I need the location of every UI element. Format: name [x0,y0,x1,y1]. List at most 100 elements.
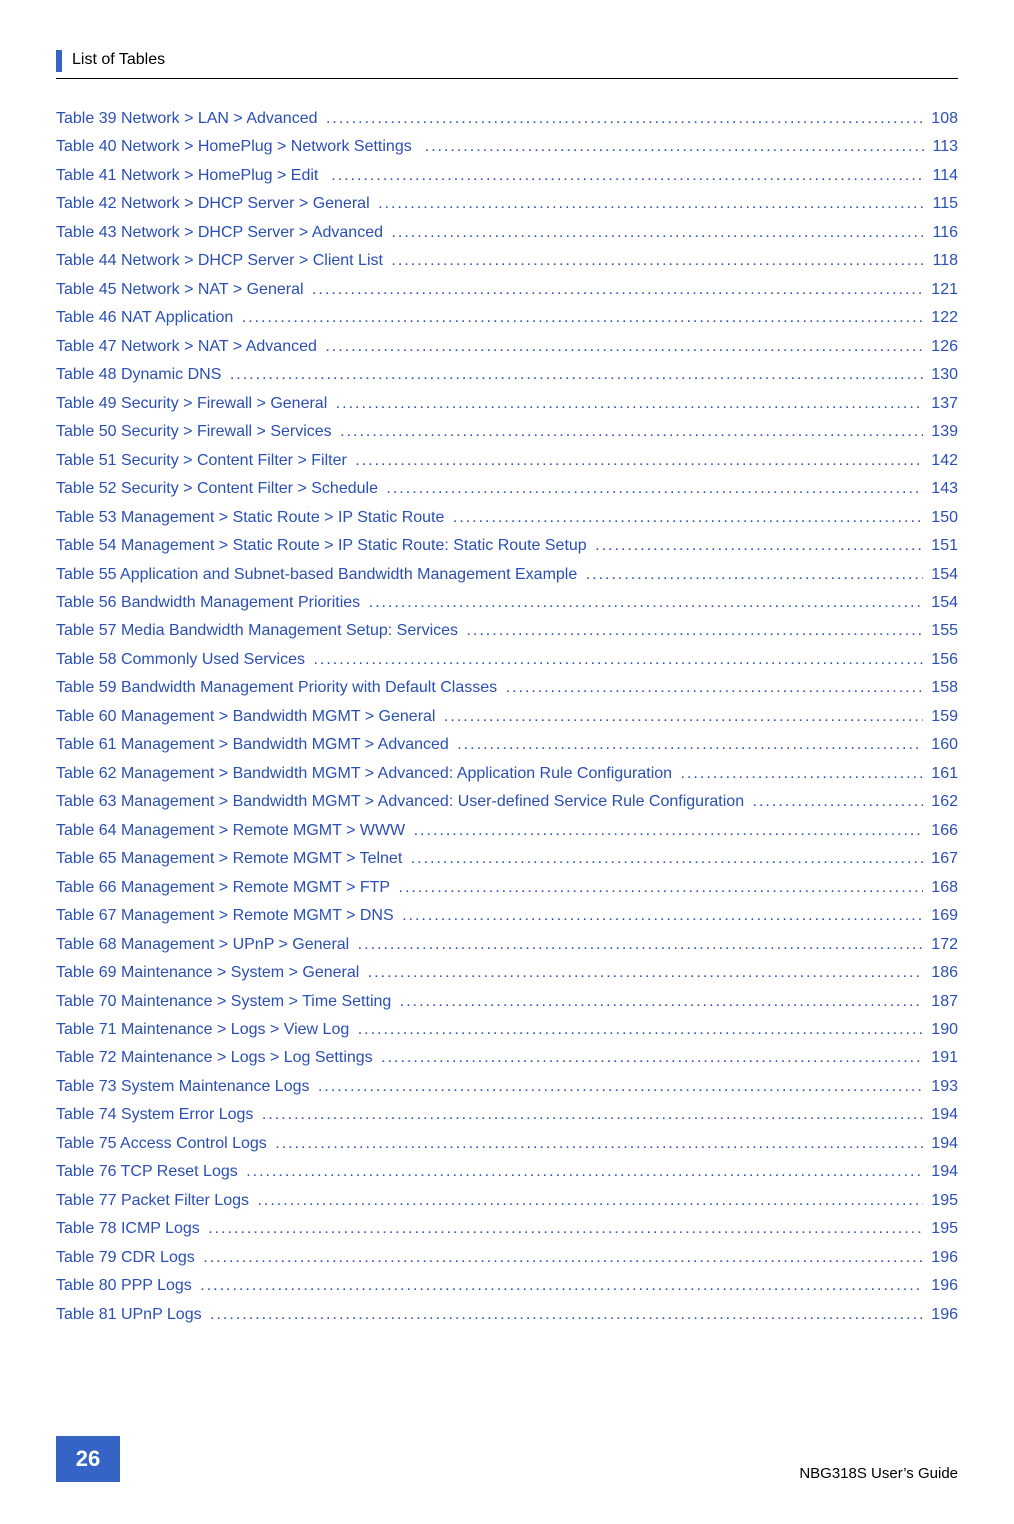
toc-entry[interactable]: Table 59 Bandwidth Management Priority w… [56,674,958,702]
toc-entry[interactable]: Table 71 Maintenance > Logs > View Log .… [56,1016,958,1044]
toc-entry[interactable]: Table 40 Network > HomePlug > Network Se… [56,133,958,161]
toc-entry[interactable]: Table 69 Maintenance > System > General … [56,959,958,987]
toc-entry[interactable]: Table 62 Management > Bandwidth MGMT > A… [56,760,958,788]
toc-leader-dots: ........................................… [400,988,923,1016]
toc-entry[interactable]: Table 81 UPnP Logs .....................… [56,1301,958,1329]
toc-entry[interactable]: Table 48 Dynamic DNS ...................… [56,361,958,389]
toc-leader-dots: ........................................… [340,418,923,446]
toc-leader-dots: ........................................… [208,1215,923,1243]
toc-entry[interactable]: Table 54 Management > Static Route > IP … [56,532,958,560]
toc-entry[interactable]: Table 78 ICMP Logs .....................… [56,1215,958,1243]
toc-entry[interactable]: Table 60 Management > Bandwidth MGMT > G… [56,703,958,731]
toc-entry-label: Table 79 CDR Logs [56,1244,199,1272]
page-footer: 26 NBG318S User’s Guide [56,1436,958,1482]
toc-entry[interactable]: Table 80 PPP Logs ......................… [56,1272,958,1300]
toc-leader-dots: ........................................… [399,874,923,902]
toc-entry[interactable]: Table 73 System Maintenance Logs .......… [56,1073,958,1101]
toc-entry[interactable]: Table 46 NAT Application ...............… [56,304,958,332]
toc-entry[interactable]: Table 76 TCP Reset Logs ................… [56,1158,958,1186]
toc-entry[interactable]: Table 74 System Error Logs .............… [56,1101,958,1129]
toc-entry-label: Table 66 Management > Remote MGMT > FTP [56,874,395,902]
toc-entry-page: 193 [927,1073,958,1101]
toc-entry-label: Table 81 UPnP Logs [56,1301,206,1329]
toc-entry[interactable]: Table 57 Media Bandwidth Management Setu… [56,617,958,645]
toc-leader-dots: ........................................… [595,532,923,560]
toc-entry[interactable]: Table 63 Management > Bandwidth MGMT > A… [56,788,958,816]
toc-entry[interactable]: Table 65 Management > Remote MGMT > Teln… [56,845,958,873]
toc-entry[interactable]: Table 44 Network > DHCP Server > Client … [56,247,958,275]
toc-entry-label: Table 62 Management > Bandwidth MGMT > A… [56,760,677,788]
toc-entry-label: Table 45 Network > NAT > General [56,276,308,304]
toc-entry-label: Table 75 Access Control Logs [56,1130,271,1158]
toc-leader-dots: ........................................… [425,133,924,161]
toc-entry-label: Table 44 Network > DHCP Server > Client … [56,247,387,275]
toc-entry-label: Table 54 Management > Static Route > IP … [56,532,591,560]
toc-entry[interactable]: Table 50 Security > Firewall > Services … [56,418,958,446]
toc-entry-label: Table 41 Network > HomePlug > Edit [56,162,327,190]
toc-entry-label: Table 48 Dynamic DNS [56,361,226,389]
header-title: List of Tables [72,51,165,69]
toc-entry-label: Table 59 Bandwidth Management Priority w… [56,674,502,702]
toc-entry[interactable]: Table 79 CDR Logs ......................… [56,1244,958,1272]
toc-entry-label: Table 57 Media Bandwidth Management Setu… [56,617,462,645]
toc-entry-page: 122 [927,304,958,332]
toc-entry-page: 113 [928,133,958,161]
toc-entry-label: Table 69 Maintenance > System > General [56,959,364,987]
toc-entry-page: 161 [927,760,958,788]
toc-entry-page: 196 [927,1301,958,1329]
toc-leader-dots: ........................................… [318,1073,923,1101]
toc-entry-page: 169 [927,902,958,930]
toc-leader-dots: ........................................… [414,817,923,845]
toc-entry[interactable]: Table 51 Security > Content Filter > Fil… [56,447,958,475]
toc-entry[interactable]: Table 41 Network > HomePlug > Edit .....… [56,162,958,190]
toc-entry[interactable]: Table 47 Network > NAT > Advanced ......… [56,333,958,361]
toc-entry[interactable]: Table 72 Maintenance > Logs > Log Settin… [56,1044,958,1072]
toc-entry[interactable]: Table 77 Packet Filter Logs ............… [56,1187,958,1215]
toc-entry[interactable]: Table 58 Commonly Used Services ........… [56,646,958,674]
toc-entry[interactable]: Table 70 Maintenance > System > Time Set… [56,988,958,1016]
toc-entry-label: Table 78 ICMP Logs [56,1215,204,1243]
header-rule [56,78,958,79]
toc-entry-label: Table 43 Network > DHCP Server > Advance… [56,219,387,247]
toc-entry-page: 130 [927,361,958,389]
toc-entry-label: Table 67 Management > Remote MGMT > DNS [56,902,398,930]
toc-leader-dots: ........................................… [466,617,922,645]
toc-entry-page: 154 [927,561,958,589]
toc-leader-dots: ........................................… [257,1187,922,1215]
toc-entry-label: Table 61 Management > Bandwidth MGMT > A… [56,731,453,759]
toc-entry-page: 196 [927,1244,958,1272]
footer-guide-text: NBG318S User’s Guide [799,1465,958,1482]
toc-entry[interactable]: Table 64 Management > Remote MGMT > WWW … [56,817,958,845]
toc-leader-dots: ........................................… [753,788,923,816]
toc-entry[interactable]: Table 53 Management > Static Route > IP … [56,504,958,532]
toc-entry-label: Table 77 Packet Filter Logs [56,1187,253,1215]
toc-leader-dots: ........................................… [313,646,922,674]
toc-entry-page: 142 [927,447,958,475]
toc-entry[interactable]: Table 43 Network > DHCP Server > Advance… [56,219,958,247]
toc-entry[interactable]: Table 56 Bandwidth Management Priorities… [56,589,958,617]
toc-entry-page: 166 [927,817,958,845]
toc-leader-dots: ........................................… [358,931,923,959]
toc-entry-label: Table 74 System Error Logs [56,1101,258,1129]
toc-entry[interactable]: Table 66 Management > Remote MGMT > FTP … [56,874,958,902]
toc-leader-dots: ........................................… [381,1044,923,1072]
toc-entry[interactable]: Table 68 Management > UPnP > General ...… [56,931,958,959]
toc-entry[interactable]: Table 39 Network > LAN > Advanced ......… [56,105,958,133]
toc-leader-dots: ........................................… [506,674,923,702]
toc-entry-page: 151 [927,532,958,560]
toc-entry-label: Table 56 Bandwidth Management Priorities [56,589,365,617]
toc-entry[interactable]: Table 61 Management > Bandwidth MGMT > A… [56,731,958,759]
toc-entry[interactable]: Table 75 Access Control Logs ...........… [56,1130,958,1158]
toc-entry-page: 118 [928,247,958,275]
toc-entry[interactable]: Table 67 Management > Remote MGMT > DNS … [56,902,958,930]
toc-entry[interactable]: Table 45 Network > NAT > General .......… [56,276,958,304]
toc-entry[interactable]: Table 52 Security > Content Filter > Sch… [56,475,958,503]
toc-entry-page: 121 [927,276,958,304]
toc-leader-dots: ........................................… [275,1130,923,1158]
toc-entry-page: 195 [927,1187,958,1215]
toc-entry[interactable]: Table 55 Application and Subnet-based Ba… [56,561,958,589]
toc-entry[interactable]: Table 42 Network > DHCP Server > General… [56,190,958,218]
toc-leader-dots: ........................................… [411,845,923,873]
toc-entry[interactable]: Table 49 Security > Firewall > General .… [56,390,958,418]
toc-entry-page: 150 [927,504,958,532]
